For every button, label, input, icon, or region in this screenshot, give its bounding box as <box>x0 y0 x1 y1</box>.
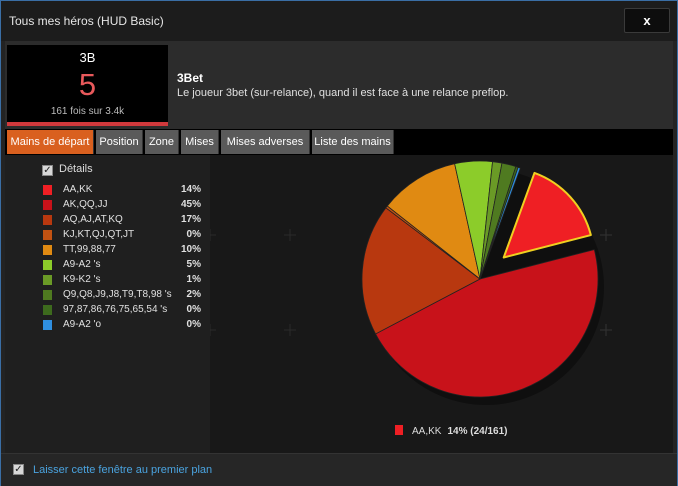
selection-swatch <box>395 425 403 435</box>
tab-bar: Mains de départ Position Zone Mises Mise… <box>5 129 673 155</box>
details-checkbox[interactable]: ✓ <box>42 165 53 176</box>
legend-item[interactable]: K9-K2 's 1% <box>43 274 203 288</box>
tab-position[interactable]: Position <box>96 130 143 154</box>
details-toggle[interactable]: ✓ Détails <box>42 163 93 176</box>
window-title: Tous mes héros (HUD Basic) <box>9 14 164 28</box>
pie-chart <box>361 160 604 405</box>
legend-pct: 1% <box>186 274 201 285</box>
legend-label: K9-K2 's <box>63 274 101 285</box>
legend-item[interactable]: AK,QQ,JJ 45% <box>43 199 203 213</box>
legend-item[interactable]: TT,99,88,77 10% <box>43 244 203 258</box>
legend-swatch <box>43 200 52 210</box>
tab-liste-des-mains[interactable]: Liste des mains <box>312 130 394 154</box>
pie-slice[interactable] <box>479 166 521 280</box>
legend-swatch <box>43 290 52 300</box>
legend-item[interactable]: AA,KK 14% <box>43 184 203 198</box>
stat-description: Le joueur 3bet (sur-relance), quand il e… <box>177 87 509 99</box>
tab-mises-adverses[interactable]: Mises adverses <box>221 130 310 154</box>
legend-swatch <box>43 215 52 225</box>
pie-slice[interactable] <box>502 171 592 259</box>
legend-pct: 2% <box>186 289 201 300</box>
legend-pct: 45% <box>180 199 201 210</box>
legend-item[interactable]: 97,87,86,76,75,65,54 's 0% <box>43 304 203 318</box>
content-area: ✓ Détails AA,KK 14% AK,QQ,JJ 45% AQ,AJ,AT,KQ 1… <box>5 155 673 453</box>
stat-title: 3Bet <box>177 71 204 85</box>
close-button[interactable]: x <box>624 8 670 33</box>
stat-box: 3B 5 161 fois sur 3.4k <box>7 45 168 126</box>
always-on-top-checkbox[interactable]: ✓ <box>13 464 24 475</box>
legend-pct: 0% <box>186 304 201 315</box>
legend-swatch <box>43 260 52 270</box>
legend-pct: 17% <box>180 214 201 225</box>
footer-bar: ✓ Laisser cette fenêtre au premier plan <box>1 453 677 486</box>
stat-name: 3B <box>79 50 96 65</box>
legend-label: TT,99,88,77 <box>63 244 116 255</box>
legend-pct: 0% <box>186 319 201 330</box>
pie-slice[interactable] <box>386 163 481 280</box>
tab-mises[interactable]: Mises <box>181 130 219 154</box>
stat-count: 161 fois sur 3.4k <box>50 106 125 117</box>
selection-pct: 14% (24/161) <box>447 426 508 437</box>
stat-header: 3B 5 161 fois sur 3.4k 3Bet Le joueur 3b… <box>5 41 673 129</box>
legend-panel: ✓ Détails AA,KK 14% AK,QQ,JJ 45% AQ,AJ,AT,KQ 1… <box>5 155 210 453</box>
legend-pct: 0% <box>186 229 201 240</box>
legend-label: KJ,KT,QJ,QT,JT <box>63 229 135 240</box>
legend-item[interactable]: A9-A2 's 5% <box>43 259 203 273</box>
chart-grid <box>210 229 612 336</box>
legend-item[interactable]: KJ,KT,QJ,QT,JT 0% <box>43 229 203 243</box>
legend-label: AK,QQ,JJ <box>63 199 108 210</box>
legend-item[interactable]: A9-A2 'o 0% <box>43 319 203 333</box>
legend-label: A9-A2 's <box>63 259 101 270</box>
legend-label: A9-A2 'o <box>63 319 102 330</box>
legend-swatch <box>43 275 52 285</box>
legend-label: 97,87,86,76,75,65,54 's <box>63 304 168 315</box>
chart-panel: AA,KK 14% (24/161) <box>210 155 673 453</box>
details-label: Détails <box>59 163 93 175</box>
tab-mains-de-depart[interactable]: Mains de départ <box>7 130 94 154</box>
legend-item[interactable]: Q9,Q8,J9,J8,T9,T8,98 's 2% <box>43 289 203 303</box>
legend-swatch <box>43 320 52 330</box>
legend-swatch <box>43 230 52 240</box>
pie-slice[interactable] <box>375 249 599 398</box>
legend-label: AA,KK <box>63 184 93 195</box>
legend-label: Q9,Q8,J9,J8,T9,T8,98 's <box>63 289 172 300</box>
legend-pct: 10% <box>180 244 201 255</box>
selection-label: AA,KK <box>412 426 442 437</box>
legend-label: AQ,AJ,AT,KQ <box>63 214 123 225</box>
legend-swatch <box>43 245 52 255</box>
tab-zone[interactable]: Zone <box>145 130 179 154</box>
legend-pct: 14% <box>180 184 201 195</box>
legend-pct: 5% <box>186 259 201 270</box>
title-bar[interactable]: Tous mes héros (HUD Basic) x <box>1 1 677 41</box>
stat-value: 5 <box>78 67 97 102</box>
legend-swatch <box>43 185 52 195</box>
legend-item[interactable]: AQ,AJ,AT,KQ 17% <box>43 214 203 228</box>
always-on-top-label[interactable]: Laisser cette fenêtre au premier plan <box>33 464 213 476</box>
legend-swatch <box>43 305 52 315</box>
chart-selection-legend: AA,KK 14% (24/161) <box>395 425 508 437</box>
pie-slice[interactable] <box>361 207 481 335</box>
